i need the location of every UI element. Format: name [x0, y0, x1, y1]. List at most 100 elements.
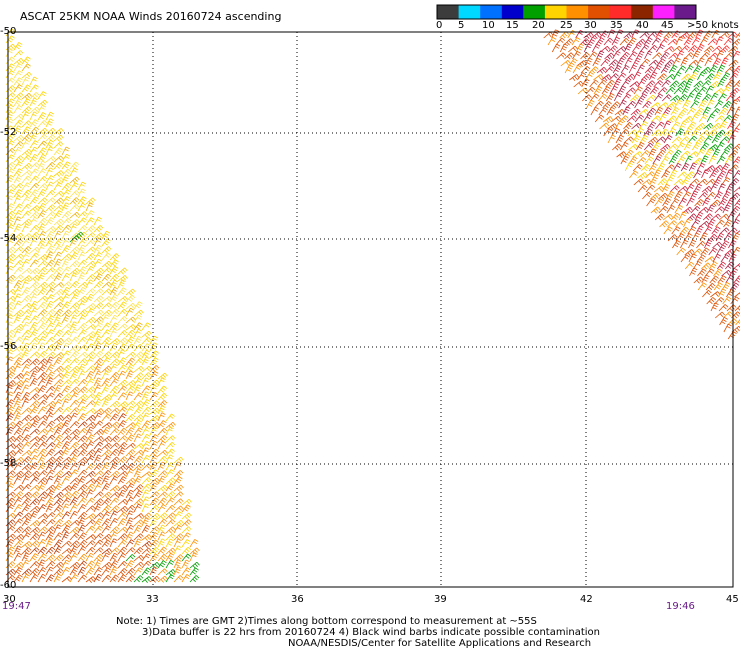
wind-barb — [93, 525, 103, 534]
wind-barb — [93, 553, 104, 562]
wind-barb — [69, 566, 79, 576]
wind-barb — [85, 441, 95, 450]
wind-barb — [13, 70, 23, 79]
wind-barb — [714, 191, 723, 200]
wind-barb — [45, 526, 56, 534]
wind-barb — [61, 174, 70, 184]
wind-barb — [717, 170, 727, 179]
wind-barb — [21, 275, 32, 282]
wind-barb — [165, 454, 174, 464]
wind-barb — [85, 449, 96, 457]
wind-barb — [29, 476, 40, 485]
wind-barb — [613, 78, 622, 88]
wind-barb — [643, 142, 654, 151]
wind-barb — [53, 302, 64, 310]
wind-barb — [133, 575, 144, 583]
wind-barb — [13, 540, 24, 548]
wind-barb — [662, 107, 672, 116]
wind-barb — [109, 322, 119, 331]
wind-barb — [117, 427, 128, 436]
wind-barb — [21, 363, 31, 373]
wind-barb — [705, 178, 716, 186]
wind-barb — [69, 392, 79, 401]
wind-barb — [724, 156, 734, 165]
wind-barb — [141, 412, 150, 422]
wind-barb — [77, 217, 87, 226]
wind-barb — [712, 57, 722, 67]
wind-barb — [77, 524, 86, 534]
wind-barb — [37, 197, 48, 205]
wind-barb — [53, 414, 64, 422]
wind-barb — [671, 226, 681, 235]
wind-barb — [732, 65, 740, 74]
wind-barb — [29, 267, 40, 275]
wind-barb — [699, 232, 708, 242]
wind-barb — [77, 329, 87, 338]
wind-barb — [133, 314, 143, 324]
wind-barb — [686, 213, 697, 221]
wind-barb — [716, 50, 725, 60]
wind-barb — [93, 408, 104, 415]
wind-barb — [13, 63, 23, 72]
pass-time-left: 19:47 — [2, 601, 31, 612]
wind-barb — [53, 352, 64, 359]
wind-barb — [718, 213, 729, 221]
wind-barb — [125, 554, 136, 562]
lat-tick-label: -50 — [0, 26, 17, 37]
wind-barb — [69, 314, 78, 324]
wind-barb — [718, 198, 728, 207]
wind-barb — [653, 80, 664, 88]
wind-barb — [109, 547, 120, 555]
wind-barb — [125, 434, 135, 443]
wind-barb — [675, 142, 686, 151]
wind-barb — [625, 73, 636, 81]
wind-barb — [53, 170, 64, 178]
wind-barb — [687, 226, 697, 235]
wind-barb — [77, 545, 87, 555]
wind-barb — [165, 526, 176, 534]
wind-barb — [125, 455, 135, 464]
wind-barb — [45, 412, 54, 422]
wind-barb — [684, 65, 694, 74]
wind-barb — [117, 498, 128, 506]
wind-barb — [37, 188, 47, 198]
wind-barb — [53, 177, 64, 184]
wind-barb — [101, 407, 112, 415]
wind-barb — [29, 400, 40, 408]
wind-barb — [612, 50, 621, 60]
wind-barb — [61, 485, 72, 492]
wind-barb — [157, 377, 166, 387]
wind-barb — [670, 212, 681, 221]
wind-barb — [5, 274, 16, 282]
wind-barb — [21, 92, 32, 100]
lon-tick-label: 39 — [434, 594, 447, 605]
wind-barb — [633, 86, 643, 95]
wind-barb — [5, 399, 15, 408]
wind-barb — [141, 454, 151, 464]
wind-barb — [37, 127, 48, 135]
wind-barb — [61, 350, 71, 359]
wind-barb — [680, 162, 690, 172]
wind-barb — [149, 350, 159, 359]
wind-barb — [149, 547, 160, 555]
wind-barb — [719, 316, 728, 326]
wind-barb — [730, 296, 740, 305]
wind-barb — [77, 484, 88, 492]
wind-barb — [117, 420, 127, 429]
wind-barb — [53, 210, 63, 219]
wind-barb — [699, 37, 709, 46]
wind-barb — [149, 526, 160, 534]
wind-barb — [5, 561, 16, 569]
wind-barb — [93, 435, 104, 443]
wind-barb — [109, 485, 120, 493]
wind-barb — [109, 497, 120, 506]
wind-barb — [125, 489, 135, 499]
wind-barb — [125, 483, 135, 492]
wind-barb — [673, 87, 684, 95]
wind-barb — [693, 183, 702, 193]
wind-barb — [699, 142, 710, 151]
wind-barb — [716, 64, 726, 74]
wind-barb — [730, 192, 740, 200]
wind-barb — [101, 314, 110, 324]
wind-barb — [695, 136, 706, 144]
